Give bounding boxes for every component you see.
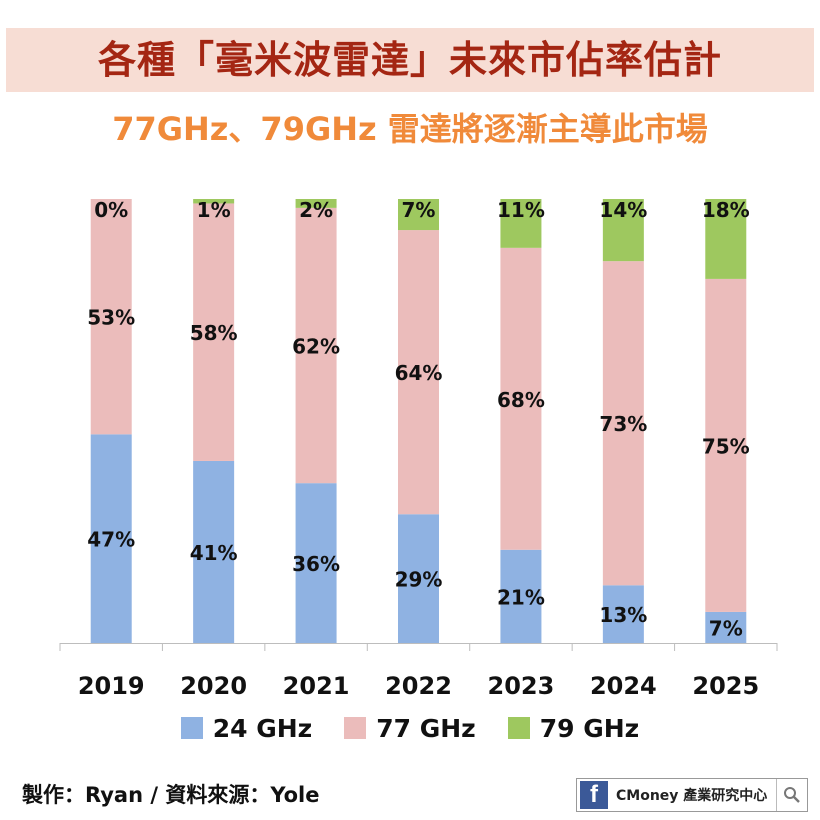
legend-label: 24 GHz xyxy=(212,713,313,743)
data-label-24ghz-2023: 21% xyxy=(497,585,545,609)
bar-79ghz-2022 xyxy=(398,199,439,231)
bar-77ghz-2024 xyxy=(602,261,644,586)
bar-79ghz-2020 xyxy=(193,199,235,204)
page-subtitle: 77GHz、79GHz 雷達將逐漸主導此市場 xyxy=(112,110,708,148)
x-tick-label-2020: 2020 xyxy=(180,672,247,700)
data-label-77ghz-2025: 75% xyxy=(702,434,750,458)
data-label-79ghz-2023: 11% xyxy=(497,198,545,222)
data-label-79ghz-2022: 7% xyxy=(402,198,436,222)
data-label-24ghz-2022: 29% xyxy=(395,568,443,592)
data-label-79ghz-2025: 18% xyxy=(702,198,750,222)
x-tick-label-2024: 2024 xyxy=(590,672,657,700)
bar-77ghz-2020 xyxy=(193,203,235,461)
data-label-79ghz-2024: 14% xyxy=(599,198,647,222)
data-label-77ghz-2022: 64% xyxy=(395,361,443,385)
brand-text: CMoney 產業研究中心 xyxy=(616,788,768,804)
data-label-24ghz-2024: 13% xyxy=(599,603,647,627)
bar-24ghz-2023 xyxy=(500,549,542,643)
bar-79ghz-2021 xyxy=(295,199,337,208)
x-tick-label-2022: 2022 xyxy=(385,672,452,700)
legend-item: 77 GHz xyxy=(344,714,476,743)
x-tick-label-2019: 2019 xyxy=(78,672,145,700)
bar-77ghz-2023 xyxy=(500,247,542,550)
legend-item: 24 GHz xyxy=(180,713,313,743)
legend-swatch xyxy=(180,717,203,739)
legend-label: 77 GHz xyxy=(376,713,476,743)
bar-24ghz-2025 xyxy=(705,611,747,643)
data-label-79ghz-2020: 1% xyxy=(197,198,231,222)
bar-79ghz-2024 xyxy=(602,199,644,262)
bar-77ghz-2022 xyxy=(398,230,439,515)
data-label-24ghz-2020: 41% xyxy=(190,541,238,565)
legend-swatch xyxy=(344,717,367,739)
search-icon[interactable] xyxy=(776,779,807,811)
bar-24ghz-2021 xyxy=(295,483,337,643)
data-label-77ghz-2021: 62% xyxy=(292,335,340,359)
cmoney-brand-bar[interactable]: f CMoney 產業研究中心 xyxy=(576,778,808,812)
bar-24ghz-2024 xyxy=(602,585,644,643)
bar-77ghz-2019 xyxy=(90,199,132,435)
bar-77ghz-2021 xyxy=(295,207,337,484)
data-label-77ghz-2019: 53% xyxy=(87,306,135,330)
data-label-79ghz-2019: 0% xyxy=(94,198,128,222)
page-title: 各種「毫米波雷達」未來市佔率估計 xyxy=(97,38,722,82)
title-band xyxy=(6,28,814,92)
bar-77ghz-2025 xyxy=(705,278,747,612)
x-tick-label-2025: 2025 xyxy=(692,672,759,700)
chart-legend: 24 GHz 77 GHz 79 GHz xyxy=(0,708,820,748)
credit-text: 製作：Ryan / 資料來源：Yole xyxy=(22,783,320,807)
data-label-77ghz-2024: 73% xyxy=(599,412,647,436)
data-label-79ghz-2021: 2% xyxy=(299,198,333,222)
data-label-77ghz-2020: 58% xyxy=(190,321,238,345)
data-label-24ghz-2019: 47% xyxy=(87,528,135,552)
bar-79ghz-2023 xyxy=(500,199,542,248)
bar-24ghz-2019 xyxy=(90,434,132,643)
legend-label: 79 GHz xyxy=(539,713,640,743)
legend-item: 79 GHz xyxy=(507,713,640,743)
facebook-icon: f xyxy=(580,781,608,809)
bar-79ghz-2025 xyxy=(705,199,747,279)
bar-24ghz-2020 xyxy=(193,460,235,643)
legend-swatch xyxy=(507,717,530,739)
data-label-24ghz-2021: 36% xyxy=(292,552,340,576)
data-label-77ghz-2023: 68% xyxy=(497,388,545,412)
x-tick-label-2021: 2021 xyxy=(283,672,350,700)
data-label-24ghz-2025: 7% xyxy=(709,616,743,640)
x-tick-label-2023: 2023 xyxy=(488,672,555,700)
bar-24ghz-2022 xyxy=(398,514,439,643)
